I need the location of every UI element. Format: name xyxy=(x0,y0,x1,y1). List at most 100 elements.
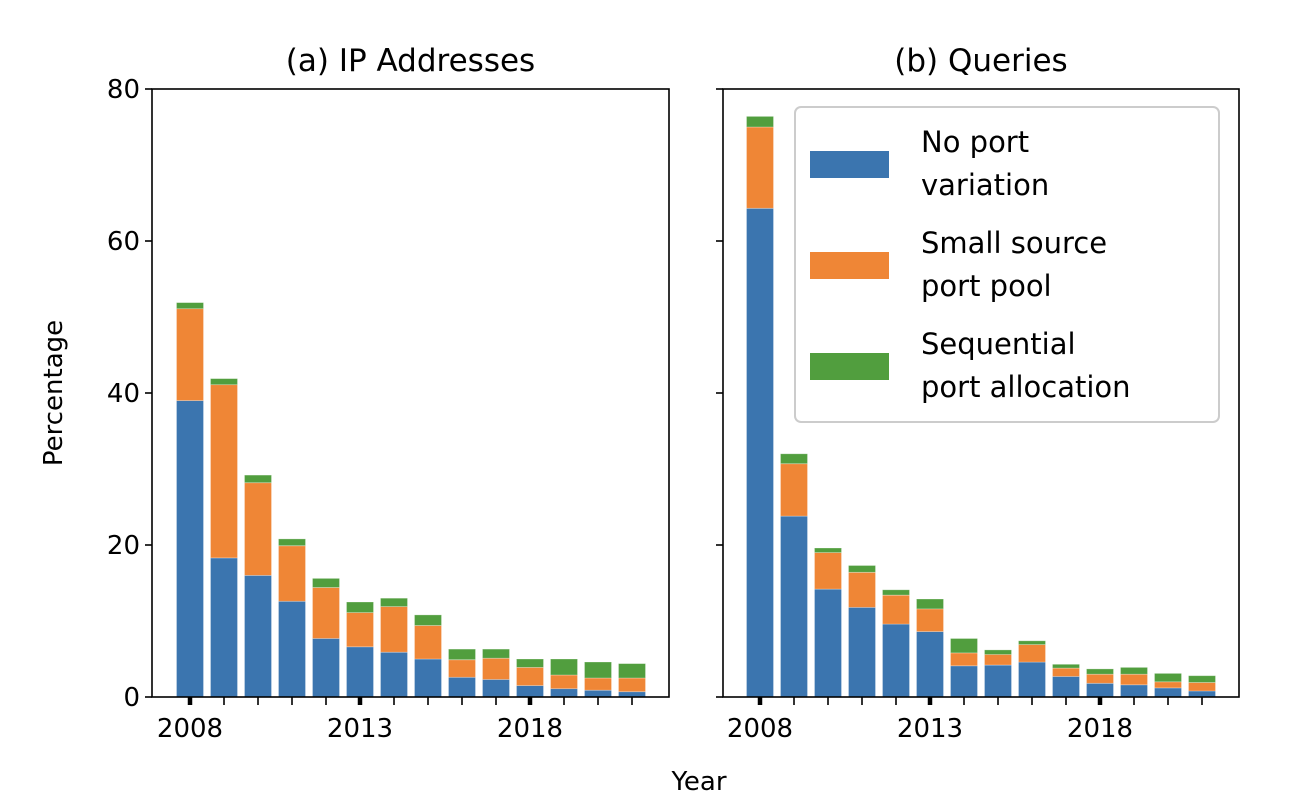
y-tick-label: 40 xyxy=(107,379,140,409)
y-tick-label: 20 xyxy=(107,531,140,561)
bar-small-source-port-pool-2010 xyxy=(814,552,842,590)
legend-swatch xyxy=(810,151,889,178)
bar-small-source-port-pool-2017 xyxy=(482,657,510,680)
bar-small-source-port-pool-2008 xyxy=(176,308,204,402)
bar-no-port-variation-2020 xyxy=(584,689,612,698)
bar-sequential-port-allocation-2021 xyxy=(1188,675,1216,683)
bar-no-port-variation-2014 xyxy=(950,665,978,698)
bar-no-port-variation-2016 xyxy=(1018,661,1046,698)
bar-small-source-port-pool-2018 xyxy=(516,667,544,687)
bar-no-port-variation-2016 xyxy=(448,676,476,698)
legend-label: variation xyxy=(921,168,1049,202)
bar-no-port-variation-2015 xyxy=(414,658,442,698)
legend-label: port pool xyxy=(921,269,1052,303)
bar-small-source-port-pool-2011 xyxy=(848,572,876,608)
bar-sequential-port-allocation-2011 xyxy=(848,565,876,573)
bar-sequential-port-allocation-2010 xyxy=(244,474,272,484)
bar-sequential-port-allocation-2008 xyxy=(746,116,774,128)
bar-sequential-port-allocation-2019 xyxy=(1120,667,1148,675)
panel-ip-addresses: (a) IP Addresses 0 20 40 60 80 2008 2013 2018 xyxy=(107,43,670,744)
legend-label: Sequential xyxy=(921,327,1076,361)
bar-no-port-variation-2015 xyxy=(984,664,1012,698)
bar-no-port-variation-2014 xyxy=(380,651,408,698)
bar-no-port-variation-2008 xyxy=(746,207,774,698)
bar-small-source-port-pool-2019 xyxy=(1120,673,1148,686)
bar-small-source-port-pool-2011 xyxy=(278,545,306,602)
y-tick-label: 60 xyxy=(107,227,140,257)
y-axis-label: Percentage xyxy=(39,320,69,466)
bar-small-source-port-pool-2016 xyxy=(1018,644,1046,663)
bar-small-source-port-pool-2019 xyxy=(550,674,578,690)
bar-sequential-port-allocation-2020 xyxy=(1154,673,1182,683)
bar-sequential-port-allocation-2017 xyxy=(1052,663,1080,669)
bar-no-port-variation-2013 xyxy=(346,646,374,698)
legend-item: Small source port pool xyxy=(810,226,1107,303)
legend-swatch xyxy=(810,252,889,279)
bar-no-port-variation-2018 xyxy=(516,685,544,698)
y-tick-label: 0 xyxy=(123,683,140,713)
bar-sequential-port-allocation-2015 xyxy=(984,649,1012,655)
bar-sequential-port-allocation-2009 xyxy=(780,453,808,465)
x-tick-label: 2013 xyxy=(897,714,963,744)
bar-sequential-port-allocation-2018 xyxy=(1086,668,1114,675)
bar-no-port-variation-2018 xyxy=(1086,682,1114,698)
bar-small-source-port-pool-2009 xyxy=(210,384,238,559)
panel-queries: (b) Queries 2008 2013 2018 No port variation S… xyxy=(716,43,1240,744)
chart-title: (b) Queries xyxy=(894,43,1067,79)
bar-no-port-variation-2013 xyxy=(916,631,944,698)
bar-sequential-port-allocation-2014 xyxy=(950,638,978,654)
bar-small-source-port-pool-2008 xyxy=(746,126,774,209)
bar-no-port-variation-2012 xyxy=(882,623,910,698)
bar-small-source-port-pool-2012 xyxy=(312,587,340,639)
x-tick-label: 2013 xyxy=(327,714,393,744)
bar-sequential-port-allocation-2012 xyxy=(882,589,910,596)
bar-sequential-port-allocation-2021 xyxy=(618,663,646,679)
bar-small-source-port-pool-2017 xyxy=(1052,667,1080,677)
bar-small-source-port-pool-2015 xyxy=(984,654,1012,666)
bar-small-source-port-pool-2010 xyxy=(244,482,272,576)
bar-no-port-variation-2019 xyxy=(1120,684,1148,698)
x-axis-label: Year xyxy=(670,767,726,797)
bar-sequential-port-allocation-2013 xyxy=(916,598,944,610)
bar-sequential-port-allocation-2010 xyxy=(814,547,842,553)
bar-sequential-port-allocation-2014 xyxy=(380,597,408,608)
bar-sequential-port-allocation-2012 xyxy=(312,578,340,588)
legend: No port variation Small source port pool Seq… xyxy=(794,106,1220,423)
bar-small-source-port-pool-2009 xyxy=(780,463,808,517)
bar-sequential-port-allocation-2016 xyxy=(448,648,476,661)
bar-small-source-port-pool-2016 xyxy=(448,659,476,678)
legend-label: No port xyxy=(921,125,1029,159)
legend-label: port allocation xyxy=(921,370,1131,404)
bar-small-source-port-pool-2020 xyxy=(584,677,612,691)
chart-title: (a) IP Addresses xyxy=(286,43,535,79)
bar-small-source-port-pool-2021 xyxy=(1188,682,1216,692)
x-tick-label: 2008 xyxy=(727,714,793,744)
bar-sequential-port-allocation-2020 xyxy=(584,661,612,679)
legend-label: Small source xyxy=(921,226,1107,260)
bar-no-port-variation-2017 xyxy=(1052,676,1080,698)
bar-small-source-port-pool-2013 xyxy=(916,608,944,632)
bar-no-port-variation-2019 xyxy=(550,688,578,698)
bar-no-port-variation-2010 xyxy=(244,575,272,698)
bar-small-source-port-pool-2014 xyxy=(380,606,408,653)
bar-sequential-port-allocation-2008 xyxy=(176,302,204,310)
x-tick-label: 2018 xyxy=(1067,714,1133,744)
bar-no-port-variation-2009 xyxy=(210,557,238,698)
bar-small-source-port-pool-2015 xyxy=(414,625,442,660)
bar-no-port-variation-2011 xyxy=(278,600,306,698)
bar-no-port-variation-2008 xyxy=(176,400,204,698)
bar-no-port-variation-2011 xyxy=(848,606,876,698)
bar-sequential-port-allocation-2013 xyxy=(346,601,374,614)
bar-no-port-variation-2020 xyxy=(1154,687,1182,698)
bar-sequential-port-allocation-2017 xyxy=(482,648,510,659)
bar-sequential-port-allocation-2019 xyxy=(550,658,578,676)
bar-sequential-port-allocation-2011 xyxy=(278,538,306,547)
bar-no-port-variation-2012 xyxy=(312,638,340,698)
bar-small-source-port-pool-2020 xyxy=(1154,681,1182,689)
bar-no-port-variation-2021 xyxy=(1188,690,1216,698)
bar-sequential-port-allocation-2015 xyxy=(414,614,442,626)
bar-no-port-variation-2009 xyxy=(780,515,808,698)
legend-item: No port variation xyxy=(810,125,1049,202)
bar-sequential-port-allocation-2009 xyxy=(210,378,238,386)
legend-swatch xyxy=(810,353,889,380)
